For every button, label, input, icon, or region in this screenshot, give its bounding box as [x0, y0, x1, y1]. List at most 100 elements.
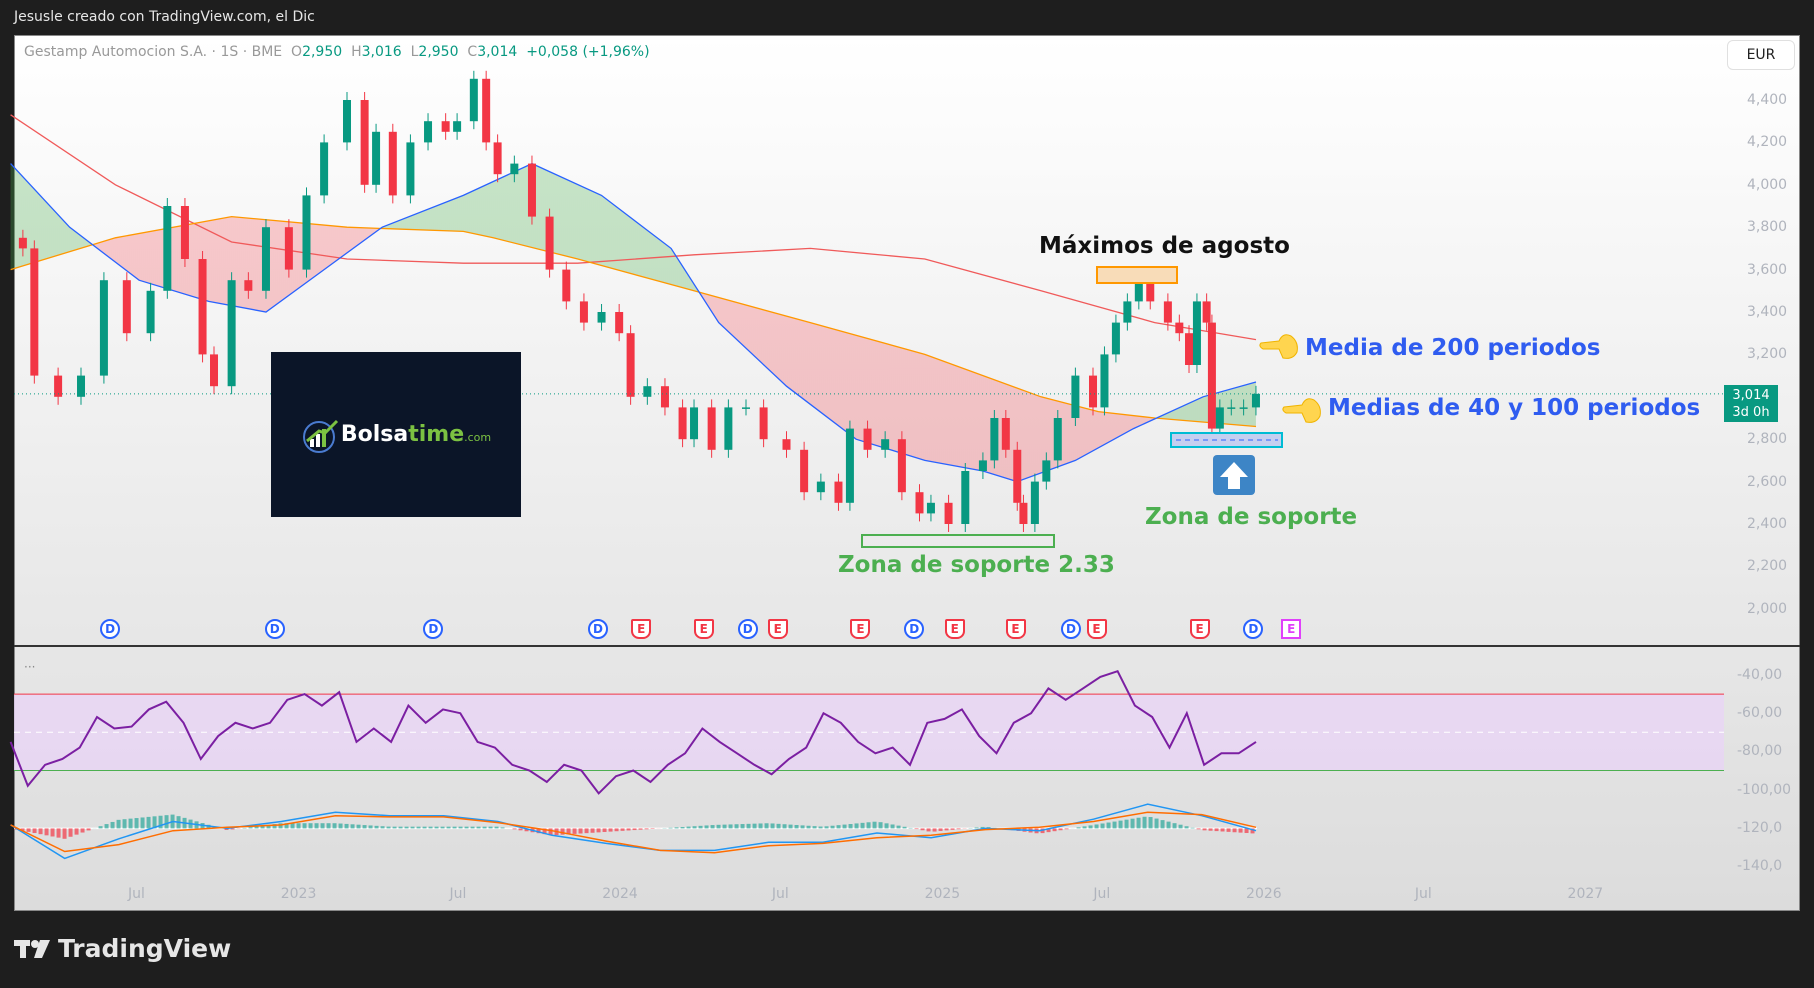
ma-cloud-segment [326, 225, 329, 268]
ma-cloud-segment [426, 209, 429, 231]
ma-cloud-segment [58, 215, 61, 256]
symbol-name[interactable]: Gestamp Automocion S.A. · 1S · BME [24, 44, 283, 60]
macd-histogram-bar [254, 826, 259, 829]
ma-cloud-segment [772, 312, 775, 375]
ma-cloud-segment [602, 196, 605, 267]
macd-histogram-bar [734, 824, 739, 829]
ma-cloud-segment [420, 211, 423, 230]
ma-cloud-segment [836, 329, 839, 426]
ma-cloud-segment [364, 227, 367, 241]
candle [1202, 301, 1211, 323]
macd-histogram-bar [890, 824, 895, 829]
dividend-marker[interactable]: D [100, 619, 121, 639]
ma-cloud-segment [850, 333, 853, 437]
earnings-marker[interactable]: E [693, 619, 714, 639]
ma-cloud-segment [64, 221, 67, 254]
ma-cloud-segment [712, 295, 715, 317]
symbol-legend: Gestamp Automocion S.A. · 1S · BME O2,95… [24, 44, 650, 60]
ma-cloud-segment [428, 208, 431, 231]
support-233-box [861, 534, 1055, 548]
ma-cloud-segment [1042, 397, 1045, 473]
tradingview-icon [14, 939, 50, 958]
dividend-marker[interactable]: D [904, 619, 925, 639]
ma-cloud-segment [984, 376, 987, 473]
time-tick-label: 2024 [602, 886, 638, 902]
ma-cloud-segment [42, 198, 45, 260]
ma-cloud-segment [1068, 403, 1071, 463]
earnings-marker[interactable]: E [850, 619, 871, 639]
ma-cloud-segment [134, 233, 137, 279]
price-tick-label: 3,200 [1747, 346, 1788, 363]
ma-cloud-segment [1168, 411, 1171, 420]
ma-cloud-segment [858, 336, 861, 441]
macd-histogram-bar [1160, 820, 1165, 829]
ma-cloud-segment [578, 184, 581, 260]
indicator-menu-button[interactable]: ··· [24, 660, 36, 674]
dividend-marker[interactable]: D [1060, 619, 1081, 639]
macd-histogram-bar [1232, 828, 1237, 833]
ma-cloud-segment [330, 225, 333, 265]
tradingview-logo[interactable]: TradingView [14, 934, 231, 963]
candle [198, 259, 207, 355]
dividend-marker[interactable]: D [1243, 619, 1264, 639]
ma-cloud-segment [1078, 406, 1081, 459]
ma-cloud-segment [976, 373, 979, 471]
ma-cloud-segment [782, 315, 785, 385]
ma-cloud-segment [30, 185, 33, 264]
macd-histogram-bar [686, 826, 691, 829]
ma-cloud-segment [768, 311, 771, 372]
ma-cloud-segment [1116, 413, 1119, 438]
earnings-marker[interactable]: E [1005, 619, 1026, 639]
maximos-label: Máximos de agosto [1039, 233, 1290, 259]
earnings-marker[interactable]: E [1086, 619, 1107, 639]
ma-cloud-segment [432, 206, 435, 231]
ma-cloud-segment [964, 368, 967, 469]
ma-cloud-segment [846, 332, 849, 434]
ma-cloud-segment [270, 220, 273, 309]
macd-histogram-bar [62, 828, 67, 839]
ma-cloud-segment [632, 219, 635, 275]
macd-histogram-bar [68, 828, 73, 837]
candle [961, 471, 970, 524]
macd-histogram-bar [848, 824, 853, 829]
pointing-hand-icon [1282, 398, 1321, 423]
currency-button[interactable]: EUR [1727, 40, 1795, 70]
macd-histogram-bar [542, 828, 547, 835]
dividend-marker[interactable]: D [264, 619, 285, 639]
ma-cloud-segment [1144, 416, 1147, 424]
chart-title: Jesusle creado con TradingView.com, el D… [14, 9, 315, 25]
macd-histogram-bar [296, 823, 301, 829]
macd-histogram-bar [140, 817, 145, 829]
ma-cloud-segment [684, 269, 687, 289]
candle [643, 386, 652, 397]
macd-histogram-bar [332, 823, 337, 829]
ma-cloud-segment [148, 231, 151, 284]
ma-cloud-segment [598, 194, 601, 266]
macd-histogram-bar [770, 823, 775, 829]
ma-cloud-segment [216, 218, 219, 304]
ma-cloud-segment [28, 182, 31, 265]
earnings-marker[interactable]: E [944, 619, 965, 639]
ma-cloud-segment [584, 187, 587, 262]
macd-histogram-bar [398, 826, 403, 829]
earnings-marker[interactable]: E [631, 619, 652, 639]
candle [1239, 407, 1248, 409]
dividend-marker[interactable]: D [737, 619, 758, 639]
earnings-marker[interactable]: E [767, 619, 788, 639]
ma-cloud-segment [502, 176, 505, 241]
macd-histogram-bar [752, 823, 757, 829]
pane-separator[interactable] [14, 645, 1800, 647]
macd-histogram-bar [464, 826, 469, 829]
ma-cloud-segment [636, 222, 639, 276]
earnings-marker[interactable]: E [1281, 619, 1302, 639]
ma-cloud-segment [252, 218, 255, 310]
high-label: H [351, 44, 362, 60]
ma-cloud-segment [906, 349, 909, 456]
dividend-marker[interactable]: D [423, 619, 444, 639]
ma-cloud-segment [1190, 401, 1193, 422]
ma-cloud-segment [518, 168, 521, 245]
ma-cloud-segment [236, 217, 239, 307]
ma-cloud-segment [102, 241, 105, 254]
earnings-marker[interactable]: E [1189, 619, 1210, 639]
dividend-marker[interactable]: D [588, 619, 609, 639]
